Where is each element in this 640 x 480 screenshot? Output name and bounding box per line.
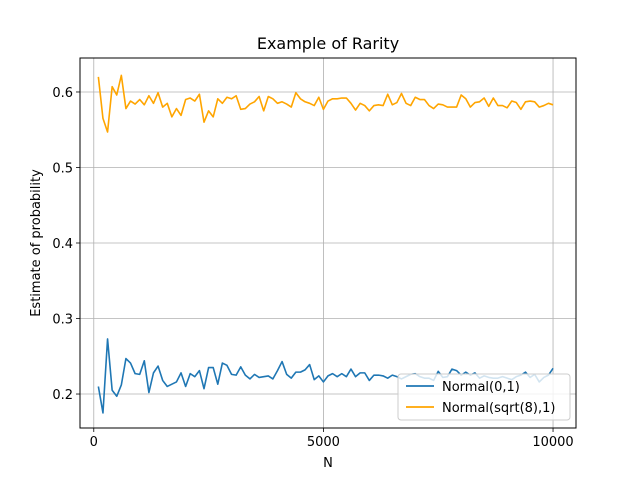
x-tick-label: 0	[90, 435, 98, 450]
x-tick-label: 5000	[307, 435, 340, 450]
legend-label-normal-sqrt8-1: Normal(sqrt(8),1)	[442, 401, 555, 416]
y-tick-label: 0.3	[52, 313, 73, 328]
grid	[80, 58, 576, 428]
series-line-normal-sqrt8-1	[97, 74, 554, 133]
legend: Normal(0,1) Normal(sqrt(8),1)	[397, 373, 571, 421]
y-axis-label: Estimate of probability	[29, 169, 44, 317]
axis-ticks: 0 5000 10000 0.2 0.3 0.4 0.5 0.6	[52, 86, 573, 450]
chart-title: Example of Rarity	[257, 34, 399, 53]
y-tick-label: 0.2	[52, 388, 73, 403]
x-axis-label: N	[323, 456, 333, 471]
legend-box	[397, 373, 571, 421]
x-tick-label: 10000	[532, 435, 573, 450]
y-tick-label: 0.6	[52, 86, 73, 101]
y-tick-label: 0.4	[52, 237, 73, 252]
y-tick-label: 0.5	[52, 161, 73, 176]
legend-label-normal-0-1: Normal(0,1)	[442, 380, 520, 395]
